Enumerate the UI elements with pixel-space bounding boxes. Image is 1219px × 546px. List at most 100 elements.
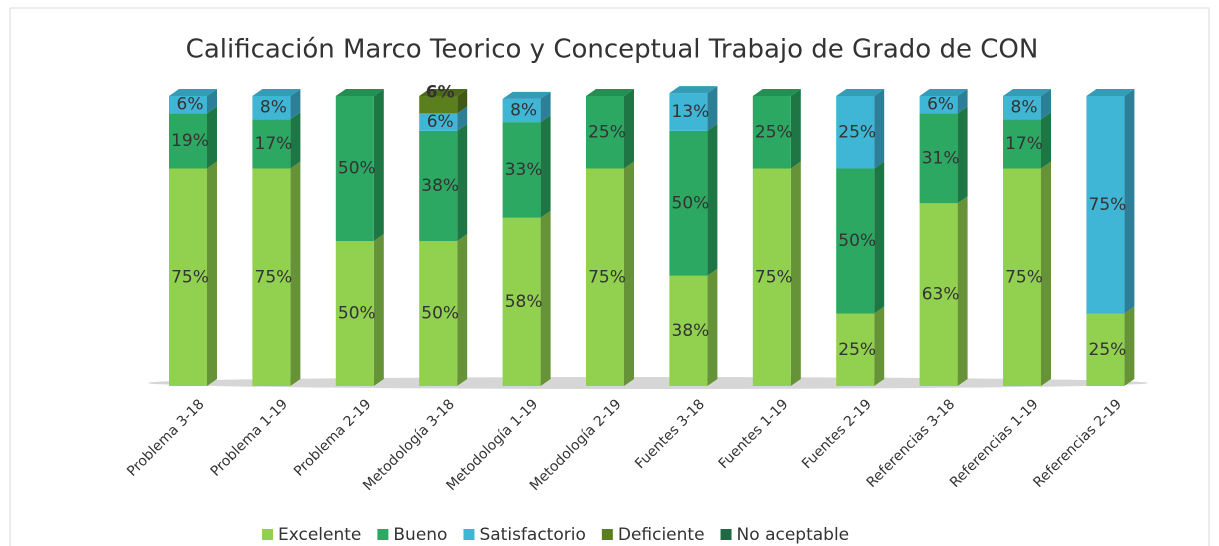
bar-top — [419, 89, 468, 96]
bar-side — [957, 106, 968, 204]
bar-segment — [502, 217, 541, 386]
data-label: 38% — [672, 321, 710, 341]
data-label: 75% — [755, 267, 793, 287]
data-label: 8% — [510, 101, 537, 121]
bar-side — [540, 210, 551, 386]
data-label: 6% — [177, 95, 204, 115]
bar-side — [1041, 112, 1051, 169]
legend-swatch — [463, 529, 475, 540]
legend-label: Bueno — [393, 525, 447, 545]
legend-label: No aceptable — [737, 525, 850, 545]
bar-side — [207, 161, 217, 386]
bar-top — [1086, 89, 1135, 96]
data-label: 6% — [427, 112, 454, 132]
bar-side — [540, 91, 551, 123]
chart-title: Calificación Marco Teorico y Conceptual … — [186, 35, 1039, 65]
bar-segment — [836, 313, 875, 386]
legend-label: Excelente — [278, 525, 361, 545]
bar-segment — [836, 168, 875, 314]
data-label: 6% — [426, 83, 455, 103]
bar-segment — [1003, 168, 1041, 386]
bar-side — [457, 106, 468, 131]
data-label: 63% — [922, 285, 960, 305]
bar-side — [790, 89, 801, 169]
bar-segment — [419, 130, 458, 241]
data-label: 50% — [338, 159, 376, 179]
data-label: 50% — [672, 193, 710, 213]
data-label: 31% — [922, 148, 960, 168]
bar-top — [502, 91, 551, 99]
bar-side — [624, 161, 634, 386]
bar-side — [457, 123, 468, 241]
data-label: 38% — [421, 176, 459, 196]
bar-side — [624, 89, 634, 169]
bar-segment — [919, 203, 958, 386]
bar-segment — [669, 93, 708, 131]
bar-segment — [586, 96, 624, 169]
bar-segment — [836, 96, 875, 169]
bar-segment — [919, 96, 958, 114]
bar-side — [1124, 306, 1135, 386]
bar-top — [752, 89, 801, 96]
bar-segment — [252, 168, 291, 386]
bar-side — [707, 268, 718, 386]
legend-swatch — [720, 529, 732, 540]
legend-swatch — [377, 529, 389, 540]
bar-segment — [669, 275, 708, 386]
bar-side — [457, 234, 468, 386]
bar-segment — [1003, 96, 1041, 120]
legend-label: Satisfactorio — [479, 525, 585, 545]
bar-side — [207, 106, 217, 169]
legend-label: Deficiente — [618, 525, 705, 545]
bar-segment — [252, 119, 291, 169]
bar-side — [290, 161, 301, 386]
data-label: 25% — [588, 122, 626, 142]
bar-side — [540, 115, 551, 218]
data-label: 50% — [421, 304, 459, 324]
bar-segment — [252, 96, 291, 120]
data-label: 25% — [838, 122, 876, 142]
legend-swatch — [601, 529, 613, 540]
data-label: 17% — [255, 134, 293, 154]
bar-side — [707, 123, 718, 276]
bar-top — [169, 89, 217, 96]
bar-segment — [1086, 313, 1125, 386]
bar-top — [836, 89, 885, 96]
bar-side — [957, 89, 968, 114]
bar-segment — [502, 122, 541, 218]
data-label: 25% — [838, 340, 876, 360]
data-label: 33% — [505, 160, 543, 180]
bar-top — [1003, 89, 1051, 96]
data-label: 25% — [1089, 340, 1127, 360]
bar-top — [335, 89, 384, 96]
bar-side — [373, 89, 384, 241]
bar-segment — [502, 98, 541, 123]
bar-side — [1041, 89, 1051, 120]
bar-side — [290, 89, 301, 120]
bar-segment — [169, 168, 207, 386]
bar-segment — [419, 113, 458, 131]
bar-segment — [335, 241, 374, 386]
bar-segment — [919, 113, 958, 204]
bar-side — [373, 234, 384, 386]
data-label: 13% — [672, 102, 710, 122]
bar-segment — [1086, 96, 1125, 314]
legend-swatch — [262, 529, 273, 540]
bar-side — [874, 306, 885, 386]
bar-side — [290, 112, 301, 169]
data-label: 75% — [1089, 195, 1127, 215]
data-label: 17% — [1005, 134, 1043, 154]
bar-side — [207, 89, 217, 114]
bar-segment — [169, 113, 207, 169]
data-label: 8% — [260, 98, 287, 118]
data-label: 75% — [588, 267, 626, 287]
bar-top — [919, 89, 968, 96]
bar-segment — [669, 130, 708, 276]
bar-segment — [419, 241, 458, 386]
bar-side — [1124, 89, 1135, 314]
bar-segment — [752, 96, 791, 169]
bar-side — [874, 161, 885, 314]
data-label: 75% — [1005, 267, 1043, 287]
data-label: 25% — [755, 122, 793, 142]
data-label: 50% — [838, 231, 876, 251]
